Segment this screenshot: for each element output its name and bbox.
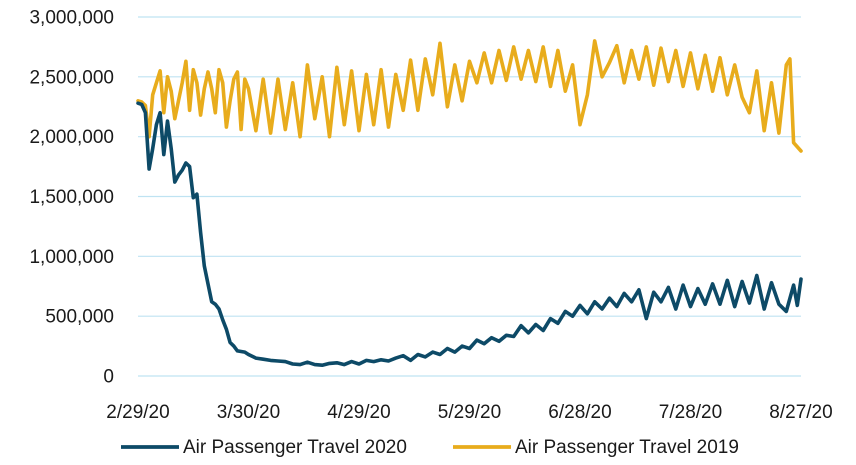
y-tick-label: 1,500,000 xyxy=(29,187,114,208)
gridlines xyxy=(138,16,801,377)
series-line-2020 xyxy=(136,101,803,367)
y-axis-tick-labels: 0 500,000 1,000,000 1,500,000 2,000,000 2,500… xyxy=(29,8,114,388)
x-tick-label: 2/29/20 xyxy=(106,402,169,423)
series-line-2019 xyxy=(136,39,803,153)
series-lines xyxy=(136,39,803,367)
legend-label: Air Passenger Travel 2020 xyxy=(183,437,407,458)
x-tick-label: 7/28/20 xyxy=(659,402,722,423)
y-tick-label: 2,500,000 xyxy=(29,67,114,88)
y-tick-label: 1,000,000 xyxy=(29,247,114,268)
y-tick-label: 0 xyxy=(103,367,114,388)
y-tick-label: 500,000 xyxy=(45,307,114,328)
x-tick-label: 5/29/20 xyxy=(438,402,501,423)
x-axis-tick-labels: 2/29/20 3/30/20 4/29/20 5/29/20 6/28/20 7/28/… xyxy=(106,402,832,423)
y-tick-label: 2,000,000 xyxy=(29,127,114,148)
x-tick-label: 3/30/20 xyxy=(217,402,280,423)
x-tick-label: 8/27/20 xyxy=(769,402,832,423)
x-tick-label: 6/28/20 xyxy=(548,402,611,423)
legend: Air Passenger Travel 2020 Air Passenger T… xyxy=(121,437,739,458)
y-tick-label: 3,000,000 xyxy=(29,8,114,29)
legend-label: Air Passenger Travel 2019 xyxy=(515,437,739,458)
x-tick-label: 4/29/20 xyxy=(327,402,390,423)
